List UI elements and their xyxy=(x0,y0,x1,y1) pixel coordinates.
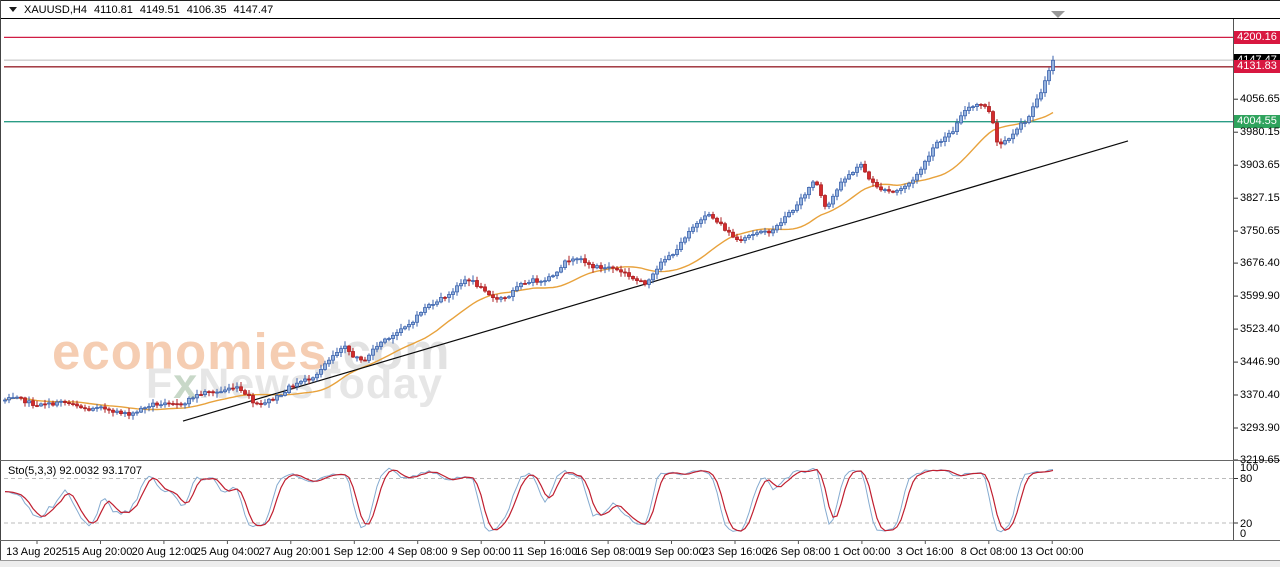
price-scale-label: 3903.65 xyxy=(1240,159,1280,171)
price-scale-label: 3599.90 xyxy=(1240,290,1280,302)
window-top-border xyxy=(0,0,1280,1)
quote-high: 4149.51 xyxy=(139,3,180,16)
price-scale-label: 3827.15 xyxy=(1240,192,1280,204)
date-axis-label: 1 Oct 00:00 xyxy=(833,546,891,558)
indicator-label: Sto(5,3,3) 92.0032 93.1707 xyxy=(8,465,142,477)
price-scale-label: 3980.15 xyxy=(1240,126,1280,138)
chart-header: XAUUSD,H4 4110.81 4149.51 4106.35 4147.4… xyxy=(0,1,1280,19)
date-axis-label: 20 Aug 12:00 xyxy=(131,546,197,558)
scale-separator xyxy=(1233,19,1234,541)
price-level-badge: 4200.16 xyxy=(1234,31,1280,44)
price-scale-label: 3219.65 xyxy=(1240,454,1280,466)
date-axis-label: 9 Sep 00:00 xyxy=(451,546,511,558)
stoch-scale-label: 20 xyxy=(1240,518,1253,530)
quote-low: 4106.35 xyxy=(186,3,227,16)
date-axis-label: 11 Sep 16:00 xyxy=(512,546,578,558)
date-axis-label: 13 Oct 00:00 xyxy=(1020,546,1084,558)
indicator-k-value: 92.0032 xyxy=(59,465,100,477)
date-axis-label: 15 Aug 20:00 xyxy=(67,546,133,558)
symbol-dropdown-icon[interactable] xyxy=(9,7,17,12)
date-axis-label: 16 Sep 08:00 xyxy=(575,546,641,558)
window-left-border xyxy=(0,0,1,561)
date-axis-label: 8 Oct 08:00 xyxy=(960,546,1018,558)
price-level-badge: 4004.55 xyxy=(1234,115,1280,128)
stoch-scale-label: 100 xyxy=(1240,462,1259,474)
symbol-label: XAUUSD,H4 xyxy=(24,3,87,16)
quote-open: 4110.81 xyxy=(93,3,133,16)
price-scale-label: 3446.90 xyxy=(1240,356,1280,368)
price-scale-label: 3293.90 xyxy=(1240,422,1280,434)
stoch-bottom-border xyxy=(0,540,1280,541)
stoch-scale-label: 80 xyxy=(1240,473,1253,485)
date-axis-label: 19 Sep 00:00 xyxy=(639,546,705,558)
date-axis-label: 13 Aug 2025 xyxy=(6,546,68,558)
chart-canvas[interactable] xyxy=(4,19,1233,460)
date-axis-label: 23 Sep 16:00 xyxy=(702,546,768,558)
price-scale-label: 4056.65 xyxy=(1240,93,1280,105)
date-axis-label: 25 Aug 04:00 xyxy=(194,546,260,558)
date-axis-label: 1 Sep 12:00 xyxy=(324,546,384,558)
price-scale-label: 3523.40 xyxy=(1240,323,1280,335)
date-axis-label: 4 Sep 08:00 xyxy=(388,546,448,558)
price-scale-label: 3676.40 xyxy=(1240,257,1280,269)
quote-close: 4147.47 xyxy=(233,3,274,16)
date-axis-label: 26 Sep 08:00 xyxy=(765,546,831,558)
autoscroll-marker-icon[interactable] xyxy=(1051,11,1065,18)
price-scale-label: 3370.40 xyxy=(1240,389,1280,401)
stochastic-panel[interactable] xyxy=(4,462,1233,540)
indicator-d-value: 93.1707 xyxy=(102,465,142,477)
price-scale-label: 3750.65 xyxy=(1240,225,1280,237)
stoch-scale-label: 0 xyxy=(1240,528,1247,540)
date-axis-label: 3 Oct 16:00 xyxy=(896,546,954,558)
panel-separator[interactable] xyxy=(0,460,1280,461)
indicator-name: Sto(5,3,3) xyxy=(8,465,57,477)
bottom-strip-border xyxy=(0,560,1280,561)
price-level-badge: 4131.83 xyxy=(1234,60,1280,73)
date-axis-label: 27 Aug 20:00 xyxy=(258,546,324,558)
bottom-strip xyxy=(0,561,1280,567)
